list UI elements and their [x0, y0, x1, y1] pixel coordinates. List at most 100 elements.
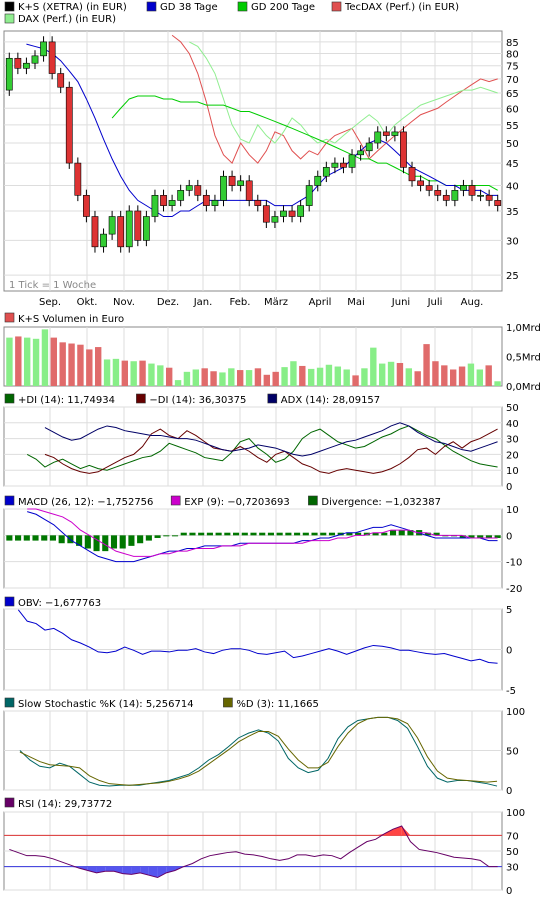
candle-body [382, 131, 390, 136]
volume-bar [103, 359, 111, 386]
legend-label: DAX (Perf.) (in EUR) [18, 14, 116, 25]
candle-body [434, 190, 442, 196]
rsi-oversold-fill [166, 866, 176, 873]
rsi-overbought-fill [401, 826, 411, 836]
volume-bar [405, 368, 413, 386]
divergence-bar [477, 535, 484, 538]
candle-body [425, 185, 433, 191]
divergence-bar [302, 532, 309, 536]
candle-body [271, 216, 279, 223]
rsi-oversold-fill [148, 866, 158, 878]
y-tick-label: 45 [506, 159, 519, 170]
legend-swatch [4, 312, 15, 323]
candle-body [65, 86, 73, 164]
legend-label: GD 200 Tage [251, 2, 315, 13]
divergence-bar [346, 532, 353, 536]
candle-body [297, 205, 305, 217]
y-tick-label: 40 [506, 419, 519, 430]
y-tick-label: 100 [506, 808, 525, 819]
legend-label: RSI (14): 29,73772 [18, 799, 112, 810]
divergence-bar [180, 532, 187, 536]
divergence-bar [93, 535, 100, 552]
divergence-bar [468, 535, 475, 538]
divergence-bar [407, 530, 414, 536]
divergence-bar [128, 535, 135, 546]
y-tick-label: 10 [506, 505, 519, 516]
candle-body [374, 131, 382, 144]
divergence-bar [241, 532, 248, 536]
candle-body [348, 154, 356, 168]
volume-bar [441, 365, 448, 386]
y-tick-label: 70 [506, 75, 519, 86]
stochastic-line [19, 716, 498, 786]
y-tick-label: 65 [506, 89, 519, 100]
legend-swatch [136, 393, 146, 404]
obv-line [17, 609, 498, 664]
divergence-bar [485, 535, 492, 538]
y-tick-label: 10 [506, 466, 519, 477]
volume-bar [68, 343, 75, 386]
y-tick-label: 0 [506, 886, 512, 897]
volume-bar [414, 371, 421, 386]
legend-label: GD 38 Tage [160, 2, 218, 13]
volume-bar [290, 361, 297, 386]
volume-bar [334, 366, 342, 386]
y-tick-label: 25 [506, 271, 519, 282]
divergence-bar [189, 532, 196, 536]
rsi-oversold-fill [105, 866, 114, 872]
candle-body [143, 216, 150, 241]
legend-swatch [267, 393, 278, 404]
candle-body [494, 200, 502, 206]
obv-panel: OBV: −1,677763 5 0 -5 [3, 596, 516, 697]
y-tick-label: 0,0Mrd [506, 382, 541, 393]
volume-bar [272, 371, 279, 386]
divergence-bar [267, 532, 274, 536]
volume-bar [343, 369, 350, 386]
candle-body [228, 175, 236, 186]
divergence-bar [15, 535, 22, 541]
x-tick-label: März [264, 297, 288, 308]
divergence-bar [76, 535, 83, 546]
divergence-bar [424, 532, 431, 536]
volume-bar [378, 363, 386, 386]
y-tick-label: 0 [506, 646, 512, 657]
divergence-bar [58, 535, 65, 544]
candle-body [194, 185, 202, 196]
candle-body [408, 167, 416, 182]
rsi-oversold-fill [122, 866, 132, 875]
y-tick-label: 30 [506, 435, 519, 446]
legend-swatch [308, 495, 318, 506]
divergence-bar [84, 535, 91, 549]
volume-bar [201, 368, 208, 386]
candle-body [288, 210, 296, 217]
dmi-panel: +DI (14): 11,74934 −DI (14): 36,30375 ADX … [3, 393, 519, 493]
x-tick-label: Mai [347, 297, 365, 308]
legend-swatch [4, 495, 15, 506]
divergence-bar [259, 532, 266, 536]
candle-body [331, 162, 339, 168]
candle-body [31, 55, 39, 64]
candle-body [83, 195, 90, 217]
y-tick-label: 0 [506, 531, 512, 542]
candle-body [48, 41, 56, 74]
divergence-bar [381, 532, 388, 536]
volume-bar [361, 368, 368, 386]
divergence-bar [23, 535, 30, 541]
x-tick-label: Juni [391, 297, 410, 308]
candle-body [74, 162, 82, 196]
dmi-line [26, 425, 498, 471]
plot-frame [3, 508, 503, 589]
candle-body [160, 195, 167, 206]
x-tick-label: Okt. [77, 297, 98, 308]
candle-body [108, 216, 116, 235]
divergence-bar [119, 535, 126, 549]
y-tick-label: 50 [506, 847, 519, 858]
candle-body [485, 195, 493, 201]
x-tick-label: Sep. [39, 297, 61, 308]
y-tick-label: 55 [506, 121, 519, 132]
y-tick-label: 0 [506, 786, 512, 797]
divergence-bar [320, 532, 327, 536]
candle-body [23, 62, 30, 69]
candle-body [254, 200, 262, 206]
divergence-bar [215, 532, 222, 536]
